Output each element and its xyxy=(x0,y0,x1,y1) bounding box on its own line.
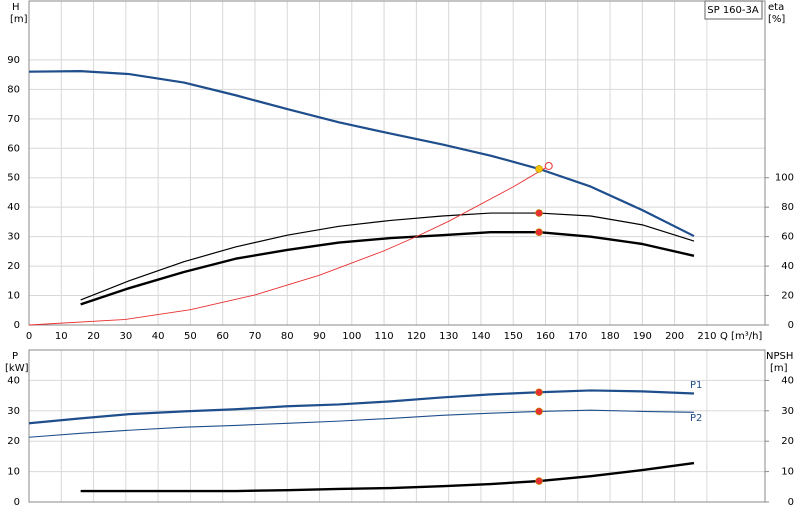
operating-point xyxy=(535,477,543,485)
y2-axis-unit: [m] xyxy=(770,363,788,374)
operating-point xyxy=(535,209,543,217)
y-axis-unit: [kW] xyxy=(5,363,29,374)
y-tick-label: 60 xyxy=(7,143,20,154)
x-tick-label: 50 xyxy=(184,331,197,342)
y2-tick-label: 20 xyxy=(781,436,794,447)
y-axis-unit: [m] xyxy=(10,14,28,25)
x-tick-label: 80 xyxy=(281,331,294,342)
y2-tick-label: 60 xyxy=(781,232,794,243)
series-line xyxy=(28,409,694,438)
y-tick-label: 20 xyxy=(7,436,20,447)
x-tick-label: 100 xyxy=(342,331,361,342)
y2-tick-label: 0 xyxy=(788,320,794,331)
x-axis-label: Q [m³/h] xyxy=(720,331,762,342)
series-line xyxy=(80,231,695,306)
x-tick-label: 90 xyxy=(313,331,326,342)
title-box xyxy=(704,0,763,20)
x-tick-label: 60 xyxy=(216,331,229,342)
chart-title: SP 160-3A xyxy=(707,5,759,16)
y-tick-label: 50 xyxy=(7,173,20,184)
x-tick-label: 70 xyxy=(249,331,262,342)
series-line xyxy=(28,165,549,326)
operating-point xyxy=(535,407,543,416)
x-tick-label: 20 xyxy=(87,331,100,342)
y-tick-label: 70 xyxy=(7,114,20,125)
x-tick-label: 0 xyxy=(26,331,32,342)
x-tick-label: 30 xyxy=(119,331,132,342)
y-axis-label: H xyxy=(12,2,20,13)
y2-axis-label: NPSH xyxy=(766,351,793,362)
x-tick-label: 120 xyxy=(407,331,426,342)
x-tick-label: 10 xyxy=(55,331,68,342)
x-tick-label: 110 xyxy=(375,331,394,342)
x-tick-label: 200 xyxy=(665,331,684,342)
y2-tick-label: 20 xyxy=(781,291,794,302)
series-line xyxy=(28,389,695,425)
y-tick-label: 10 xyxy=(7,467,20,478)
y-tick-label: 0 xyxy=(14,497,20,508)
series-line xyxy=(28,70,695,238)
x-tick-label: 210 xyxy=(697,331,716,342)
y-tick-label: 30 xyxy=(7,406,20,417)
operating-point xyxy=(535,228,543,237)
y2-tick-label: 40 xyxy=(781,261,794,272)
y2-tick-label: 80 xyxy=(781,202,794,213)
series-line xyxy=(80,461,695,493)
x-tick-label: 140 xyxy=(471,331,490,342)
x-tick-label: 160 xyxy=(536,331,555,342)
y-tick-label: 0 xyxy=(14,320,20,331)
y2-tick-label: 100 xyxy=(775,173,794,184)
x-tick-label: 40 xyxy=(152,331,165,342)
y-tick-label: 20 xyxy=(7,261,20,272)
series-label: P2 xyxy=(690,413,702,424)
y-tick-label: 40 xyxy=(7,375,20,386)
operating-point xyxy=(544,161,553,170)
x-tick-label: 150 xyxy=(504,331,523,342)
y-tick-label: 30 xyxy=(7,232,20,243)
x-tick-label: 170 xyxy=(568,331,587,342)
y-axis-label: P xyxy=(12,351,18,362)
series-line xyxy=(80,212,695,301)
y-tick-label: 40 xyxy=(7,202,20,213)
y2-tick-label: 40 xyxy=(781,375,794,386)
y2-axis-unit: [%] xyxy=(768,14,785,25)
bottom-plot-frame xyxy=(28,349,766,503)
top-plot-frame xyxy=(28,0,766,326)
y2-tick-label: 10 xyxy=(781,467,794,478)
y2-tick-label: 30 xyxy=(781,406,794,417)
x-tick-label: 190 xyxy=(633,331,652,342)
x-tick-label: 180 xyxy=(601,331,620,342)
series-label: P1 xyxy=(690,380,702,391)
y2-axis-label: eta xyxy=(768,2,784,13)
y-tick-label: 10 xyxy=(7,291,20,302)
y2-tick-label: 0 xyxy=(788,497,794,508)
y-tick-label: 90 xyxy=(7,55,20,66)
y-tick-label: 80 xyxy=(7,84,20,95)
operating-point xyxy=(535,165,543,173)
operating-point xyxy=(535,388,543,397)
x-tick-label: 130 xyxy=(439,331,458,342)
